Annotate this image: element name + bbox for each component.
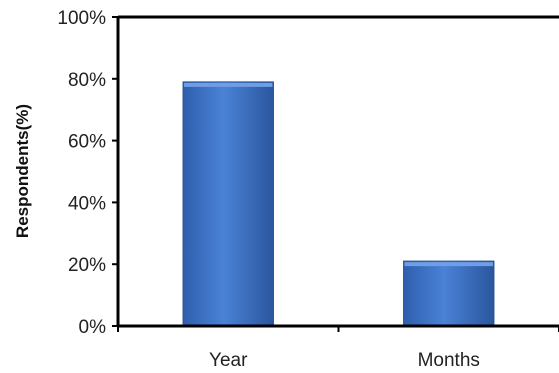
bar-highlight xyxy=(404,262,493,267)
y-tick-label: 100% xyxy=(57,8,106,29)
y-axis-title: Respondents(%) xyxy=(13,104,32,238)
bar-year xyxy=(182,81,274,327)
y-tick-label: 80% xyxy=(68,70,106,91)
x-tick-label: Months xyxy=(418,350,480,371)
y-tick-label: 0% xyxy=(79,317,107,338)
y-tick-label: 40% xyxy=(68,193,106,214)
y-tick-label: 20% xyxy=(68,255,106,276)
bar-highlight xyxy=(184,82,273,87)
y-tick-label: 60% xyxy=(68,132,106,153)
x-tick-label: Year xyxy=(209,350,248,371)
bar-months xyxy=(403,260,495,327)
